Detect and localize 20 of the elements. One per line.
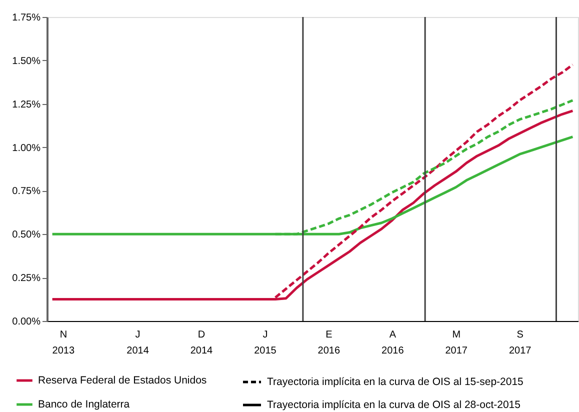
x-tick-label: E 2016 — [318, 330, 340, 356]
y-tick-label: 0.25% — [12, 273, 41, 284]
y-tick-label: 1.00% — [12, 142, 41, 154]
x-tick-label: J 2014 — [126, 330, 150, 356]
legend-label: Banco de Inglaterra — [38, 398, 130, 410]
y-tick-label: 1.25% — [12, 99, 41, 110]
y-tick-label: 0.75% — [12, 186, 41, 198]
x-tick-label: J 2015 — [254, 330, 277, 356]
x-tick-label: S 2017 — [508, 330, 532, 356]
x-tick-label: N 2013 — [52, 330, 75, 356]
y-tick-label: 1.75% — [12, 12, 41, 24]
x-tick-label: M 2017 — [445, 330, 468, 356]
y-tick-label: 1.50% — [12, 56, 41, 67]
y-tick-label: 0.00% — [12, 316, 41, 328]
legend-label: Reserva Federal de Estados Unidos — [38, 374, 207, 386]
text: Trayectoria implícita en la curva de OIS al 15-sep-2015 — [267, 376, 524, 388]
text: Trayectoria implícita en la curva de OIS al 28-oct-2015 — [267, 399, 521, 411]
x-tick-label: A 2016 — [382, 330, 404, 356]
y-tick-label: 0.50% — [12, 230, 41, 241]
x-tick-label: D 2014 — [190, 330, 214, 356]
